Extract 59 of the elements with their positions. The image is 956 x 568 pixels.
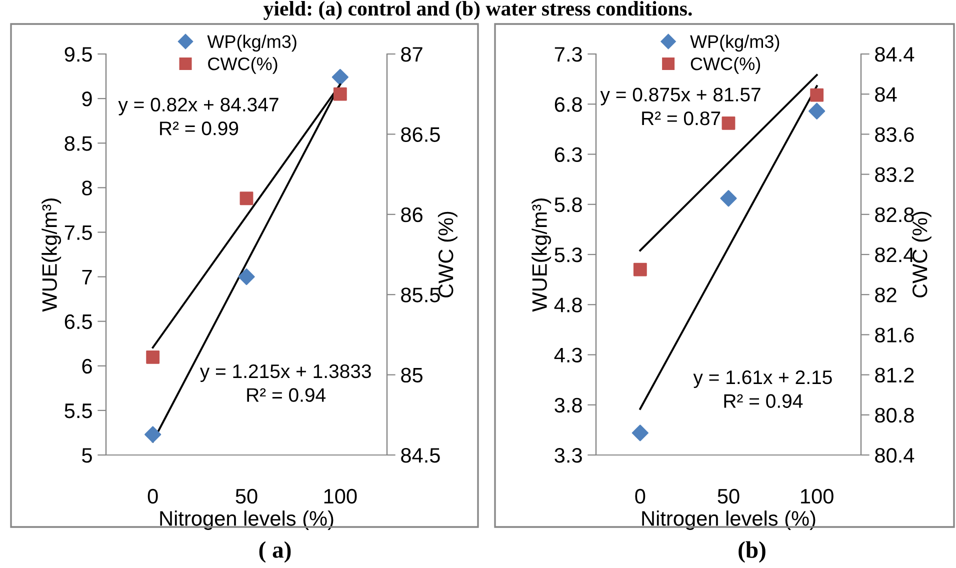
y2-tick-label: 81.2 bbox=[875, 368, 914, 383]
y2-tick-label: 83.2 bbox=[875, 167, 914, 182]
y-tick-label: 6.3 bbox=[554, 147, 582, 162]
y-tick-label: 9 bbox=[82, 92, 92, 106]
y2-tick-label: 85.5 bbox=[401, 288, 440, 302]
y2-tick-label: 87 bbox=[401, 47, 422, 62]
y2-tick-label: 86 bbox=[401, 207, 422, 222]
x-tick-label: 0 bbox=[148, 488, 158, 504]
annotation: y = 1.215x + 1.3833 R² = 0.94 bbox=[200, 364, 371, 402]
x-tick-label: 50 bbox=[236, 488, 258, 504]
y2-axis-title: CWC (%) bbox=[438, 212, 458, 298]
annotation: y = 0.82x + 84.347 R² = 0.99 bbox=[118, 98, 278, 136]
y2-tick-label: 84.4 bbox=[875, 47, 914, 62]
y-tick-label: 7 bbox=[82, 270, 92, 284]
text: yield: (a) control and (b) water stress conditions. bbox=[263, 1, 692, 20]
y2-tick-label: 83.6 bbox=[875, 127, 914, 142]
y2-tick-label: 82.4 bbox=[875, 248, 914, 262]
legend-label: CWC(%) bbox=[690, 57, 760, 74]
y2-tick-label: 85 bbox=[401, 368, 422, 383]
y2-tick-label: 80.8 bbox=[875, 408, 914, 423]
y-tick-label: 7.3 bbox=[554, 47, 582, 62]
x-tick-label: 50 bbox=[718, 488, 740, 504]
annotation: y = 1.61x + 2.15 R² = 0.94 bbox=[693, 370, 832, 408]
y2-tick-label: 82 bbox=[875, 288, 896, 302]
y-tick-label: 5.5 bbox=[64, 404, 92, 418]
y-tick-label: 4.8 bbox=[554, 298, 582, 312]
y-axis-title: WUE(kg/m³) bbox=[532, 198, 552, 312]
y2-tick-label: 84 bbox=[875, 87, 897, 102]
y2-tick-label: 80.4 bbox=[875, 448, 914, 463]
y2-tick-label: 86.5 bbox=[401, 127, 440, 142]
y-tick-label: 6.5 bbox=[64, 314, 92, 330]
legend-label: WP(kg/m3) bbox=[690, 34, 780, 52]
y-tick-label: 3.3 bbox=[554, 448, 582, 463]
y2-tick-label: 84.5 bbox=[401, 448, 440, 463]
x-tick-label: 0 bbox=[635, 488, 646, 504]
y-tick-label: 5 bbox=[82, 448, 92, 463]
text: ( a) bbox=[259, 541, 291, 563]
y-tick-label: 4.3 bbox=[554, 348, 582, 363]
legend-label: WP(kg/m3) bbox=[207, 34, 296, 52]
y-tick-label: 6.8 bbox=[554, 97, 582, 112]
x-tick-label: 100 bbox=[324, 488, 357, 504]
y2-tick-label: 82.8 bbox=[875, 207, 914, 222]
y-tick-label: 7.5 bbox=[64, 225, 92, 240]
y-axis-title: WUE(kg/m³) bbox=[42, 198, 62, 312]
text: (b) bbox=[738, 541, 766, 563]
y-tick-label: 9.5 bbox=[64, 47, 92, 62]
x-axis-title: Nitrogen levels (%) bbox=[160, 510, 334, 530]
y-tick-label: 6 bbox=[82, 358, 92, 374]
legend-label: CWC(%) bbox=[208, 57, 278, 74]
y-tick-label: 8 bbox=[82, 180, 92, 196]
x-tick-label: 100 bbox=[801, 488, 834, 504]
y-tick-label: 5.8 bbox=[554, 197, 582, 212]
x-axis-title: Nitrogen levels (%) bbox=[642, 510, 816, 530]
annotation: y = 0.875x + 81.57 R² = 0.87 bbox=[600, 88, 760, 126]
y-tick-label: 3.8 bbox=[554, 398, 582, 413]
y-tick-label: 8.5 bbox=[64, 136, 92, 151]
y2-tick-label: 81.6 bbox=[875, 328, 914, 342]
y-tick-label: 5.3 bbox=[554, 248, 582, 262]
y2-axis-title: CWC (%) bbox=[912, 212, 932, 298]
